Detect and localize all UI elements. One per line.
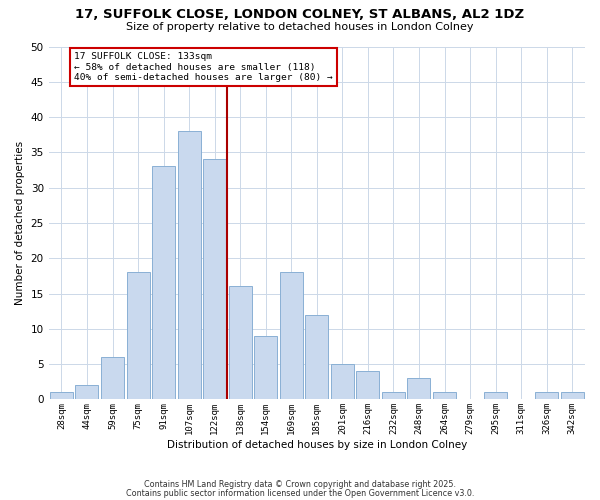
Bar [484,392,507,400]
Bar [280,272,303,400]
Text: Contains public sector information licensed under the Open Government Licence v3: Contains public sector information licen… [126,488,474,498]
Text: Contains HM Land Registry data © Crown copyright and database right 2025.: Contains HM Land Registry data © Crown c… [144,480,456,489]
Bar [178,131,200,400]
Text: 17 SUFFOLK CLOSE: 133sqm
← 58% of detached houses are smaller (118)
40% of semi-: 17 SUFFOLK CLOSE: 133sqm ← 58% of detach… [74,52,333,82]
Bar [561,392,584,400]
Bar [254,336,277,400]
X-axis label: Distribution of detached houses by size in London Colney: Distribution of detached houses by size … [167,440,467,450]
Bar [127,272,149,400]
Text: Size of property relative to detached houses in London Colney: Size of property relative to detached ho… [126,22,474,32]
Bar [101,357,124,400]
Bar [356,371,379,400]
Bar [433,392,456,400]
Y-axis label: Number of detached properties: Number of detached properties [15,141,25,305]
Bar [50,392,73,400]
Bar [535,392,558,400]
Bar [152,166,175,400]
Bar [382,392,405,400]
Bar [76,386,98,400]
Bar [331,364,354,400]
Bar [229,286,252,400]
Bar [305,314,328,400]
Text: 17, SUFFOLK CLOSE, LONDON COLNEY, ST ALBANS, AL2 1DZ: 17, SUFFOLK CLOSE, LONDON COLNEY, ST ALB… [76,8,524,20]
Bar [407,378,430,400]
Bar [203,160,226,400]
